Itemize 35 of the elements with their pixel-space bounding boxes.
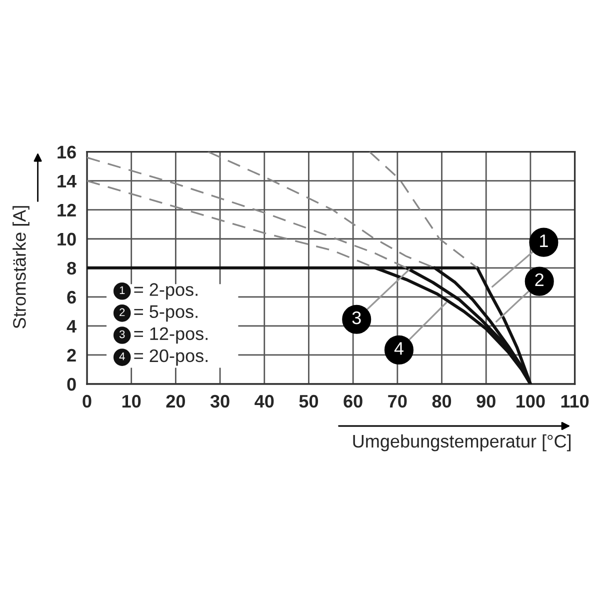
y-tick-label: 10 <box>58 232 76 246</box>
x-tick-label: 50 <box>299 394 318 408</box>
x-tick-label: 40 <box>254 394 274 408</box>
x-tick-label: 90 <box>476 394 496 408</box>
x-tick-label: 80 <box>432 394 452 408</box>
y-tick-label: 14 <box>58 174 76 188</box>
legend-label: = 5-pos. <box>134 305 198 322</box>
y-tick-label: 4 <box>66 320 76 332</box>
y-tick-label: 0 <box>67 378 76 391</box>
legend-label: = 20-pos. <box>134 349 208 366</box>
text: 1 <box>120 286 125 294</box>
x-axis-title: Umgebungstemperatur [°C] <box>353 434 571 452</box>
annotation: 2 <box>535 273 544 286</box>
x-tick-label: 60 <box>344 394 362 408</box>
x-tick-label: 110 <box>561 394 589 408</box>
legend-label: = 12-pos. <box>134 327 208 344</box>
y-tick-label: 8 <box>67 262 76 275</box>
text: 4 <box>119 352 125 360</box>
annotation: 1 <box>540 234 548 247</box>
x-tick-label: 10 <box>122 394 141 408</box>
annotation: 4 <box>394 342 404 355</box>
x-tick-label: 100 <box>516 394 545 408</box>
y-tick-label: 16 <box>58 146 76 159</box>
x-tick-label: 20 <box>166 394 185 408</box>
y-axis-title: Stromstärke [A] <box>12 206 30 328</box>
annotation: 3 <box>352 311 361 324</box>
y-tick-label: 12 <box>58 204 76 216</box>
text: 3 <box>119 330 125 338</box>
x-tick-label: 0 <box>82 394 92 408</box>
text: 2 <box>120 308 125 316</box>
y-tick-label: 6 <box>67 290 76 304</box>
x-tick-label: 70 <box>388 394 407 408</box>
x-tick-label: 30 <box>210 394 230 408</box>
y-tick-label: 2 <box>67 348 76 362</box>
legend-label: = 2-pos. <box>134 283 198 300</box>
